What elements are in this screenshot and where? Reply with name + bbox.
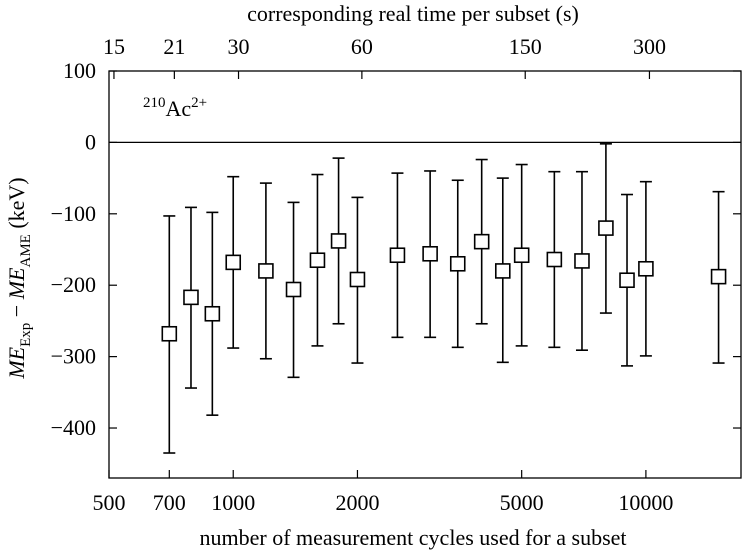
x-tick-label: 500 bbox=[93, 490, 126, 515]
data-point-marker bbox=[513, 247, 530, 264]
data-point-marker bbox=[619, 272, 635, 289]
y-title-part: Exp bbox=[18, 323, 34, 347]
data-point-group bbox=[183, 206, 199, 389]
y-tick-label: −400 bbox=[51, 415, 96, 440]
data-point-group bbox=[225, 175, 242, 349]
data-point-group bbox=[638, 180, 654, 357]
top-axis-title: corresponding real time per subset (s) bbox=[247, 1, 579, 26]
x-tick-label: 2000 bbox=[335, 490, 379, 515]
x-axis-title: number of measurement cycles used for a … bbox=[199, 525, 626, 550]
top-axis-tick-label: 30 bbox=[228, 34, 250, 59]
mass-number: 210 bbox=[143, 95, 166, 111]
data-point-group bbox=[710, 190, 727, 364]
data-point-group bbox=[330, 157, 347, 325]
species-annotation: 210Ac2+ bbox=[143, 95, 207, 121]
data-point-group bbox=[349, 196, 366, 364]
y-title-part: AME bbox=[18, 234, 34, 267]
data-point-marker bbox=[183, 289, 199, 306]
y-title-part: (keV) bbox=[4, 177, 29, 234]
data-point-marker bbox=[449, 255, 466, 272]
data-point-group bbox=[619, 193, 635, 367]
data-point-marker bbox=[349, 271, 366, 288]
data-point-marker bbox=[574, 253, 590, 269]
data-point-group bbox=[473, 158, 490, 325]
x-tick-label: 1000 bbox=[211, 490, 255, 515]
data-point-marker bbox=[422, 245, 438, 262]
top-axis-tick-label: 21 bbox=[163, 34, 185, 59]
y-tick-label: −300 bbox=[51, 344, 96, 369]
data-point-group bbox=[422, 170, 438, 339]
data-point-marker bbox=[494, 263, 511, 279]
top-axis-tick-label: 15 bbox=[103, 34, 125, 59]
data-point-group bbox=[309, 173, 326, 347]
charge-state: 2+ bbox=[191, 95, 207, 111]
data-point-marker bbox=[546, 251, 563, 268]
data-point-marker bbox=[638, 260, 654, 277]
data-point-marker bbox=[258, 263, 274, 279]
top-axis-tick-label: 60 bbox=[351, 34, 373, 59]
data-point-marker bbox=[710, 268, 727, 285]
data-point-marker bbox=[225, 254, 242, 271]
data-point-group bbox=[204, 211, 221, 416]
y-tick-label: 0 bbox=[85, 129, 96, 154]
data-point-marker bbox=[330, 233, 347, 249]
data-point-group bbox=[449, 179, 466, 349]
data-point-marker bbox=[204, 305, 221, 322]
plot-frame bbox=[108, 70, 742, 479]
data-point-marker bbox=[598, 220, 614, 236]
x-tick-label: 700 bbox=[153, 490, 186, 515]
element-symbol: Ac bbox=[166, 96, 192, 121]
y-title-part: − bbox=[4, 299, 29, 322]
data-point-group bbox=[494, 177, 511, 364]
data-point-group bbox=[546, 170, 563, 349]
data-point-group bbox=[598, 143, 614, 314]
data-point-group bbox=[161, 215, 178, 454]
top-axis-tick-label: 150 bbox=[509, 34, 542, 59]
data-point-marker bbox=[161, 325, 178, 342]
y-title-part: ME bbox=[4, 346, 29, 379]
data-point-group bbox=[285, 201, 302, 379]
top-axis-tick-label: 300 bbox=[633, 34, 666, 59]
data-series bbox=[161, 143, 727, 454]
x-tick-label: 10000 bbox=[618, 490, 673, 515]
x-tick-label: 5000 bbox=[500, 490, 544, 515]
y-title-part: ME bbox=[4, 267, 29, 300]
data-point-group bbox=[389, 172, 406, 339]
data-point-group bbox=[574, 170, 590, 351]
data-point-group bbox=[513, 163, 530, 347]
y-tick-label: 100 bbox=[63, 58, 96, 83]
data-point-marker bbox=[389, 247, 406, 264]
data-point-marker bbox=[473, 233, 490, 250]
y-tick-label: −100 bbox=[51, 201, 96, 226]
data-point-marker bbox=[309, 252, 326, 269]
data-point-marker bbox=[285, 281, 302, 298]
data-point-group bbox=[258, 182, 274, 360]
y-axis-title: MEExp − MEAME (keV) bbox=[4, 177, 34, 379]
y-tick-label: −200 bbox=[51, 272, 96, 297]
